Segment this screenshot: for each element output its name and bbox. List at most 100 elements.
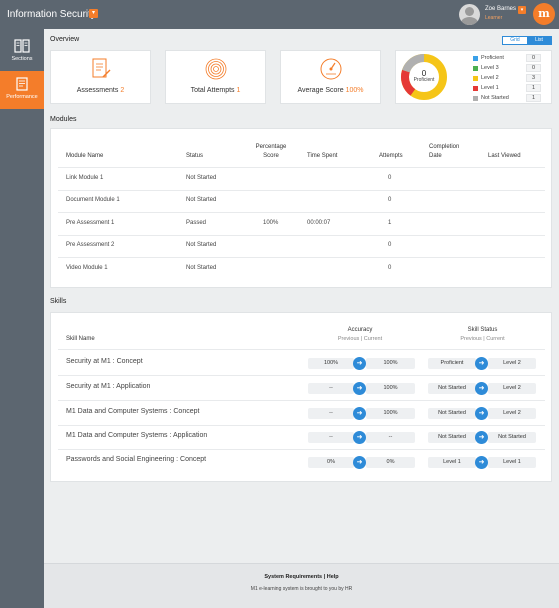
module-status: Not Started <box>186 197 217 203</box>
module-name[interactable]: Pre Assessment 1 <box>66 220 115 226</box>
donut-count: 0 <box>421 69 427 78</box>
accuracy-previous: -- <box>308 408 354 419</box>
col-attempts: Attempts <box>379 153 403 159</box>
status-previous: Not Started <box>428 383 476 394</box>
accuracy-previous: -- <box>308 383 354 394</box>
report-icon <box>16 77 28 91</box>
status-current: Level 2 <box>488 383 536 394</box>
skill-name: M1 Data and Computer Systems : Concept <box>66 408 200 415</box>
skill-name: Passwords and Social Engineering : Conce… <box>66 456 207 463</box>
arrow-right-icon: ➜ <box>353 407 366 420</box>
skill-name: M1 Data and Computer Systems : Applicati… <box>66 432 208 439</box>
donut-label: Proficient <box>413 77 435 83</box>
gauge-icon <box>320 58 341 80</box>
assessments-label: Assessments <box>76 87 119 94</box>
col-time-spent: Time Spent <box>307 153 338 159</box>
assessments-value: 2 <box>120 87 125 94</box>
arrow-right-icon: ➜ <box>475 456 488 469</box>
arrow-right-icon: ➜ <box>353 382 366 395</box>
module-status: Not Started <box>186 242 217 248</box>
view-toggle[interactable]: Grid List <box>502 36 552 45</box>
arrow-right-icon: ➜ <box>475 407 488 420</box>
accuracy-current: 100% <box>366 358 415 369</box>
sidebar-item-sections[interactable]: Sections <box>0 33 44 71</box>
col-status: Status <box>186 153 204 159</box>
company-logo: m <box>533 3 555 25</box>
arrow-right-icon: ➜ <box>475 431 488 444</box>
col-skill-status: Skill Status <box>467 327 498 333</box>
avatar[interactable] <box>459 4 480 25</box>
sidebar: Sections Performance <box>0 29 44 608</box>
module-status: Not Started <box>186 175 217 181</box>
module-status: Not Started <box>186 265 217 271</box>
col-percentage-score: Percentage Score <box>255 144 287 159</box>
skill-name: Security at M1 : Application <box>66 383 151 390</box>
arrow-right-icon: ➜ <box>353 431 366 444</box>
document-edit-icon <box>92 58 110 78</box>
accuracy-current: 100% <box>366 408 415 419</box>
status-previous: Not Started <box>428 432 476 443</box>
average-score-value: 100% <box>345 87 364 94</box>
sidebar-item-label: Sections <box>11 56 33 62</box>
sidebar-item-performance[interactable]: Performance <box>0 71 44 109</box>
skills-title: Skills <box>50 298 67 305</box>
modules-table <box>50 128 552 288</box>
skills-table <box>50 312 552 482</box>
arrow-right-icon: ➜ <box>475 382 488 395</box>
sidebar-item-label: Performance <box>6 94 38 100</box>
module-attempts: 0 <box>388 242 392 248</box>
col-module-name: Module Name <box>66 153 104 159</box>
user-name: Zoe Barnes <box>485 6 517 12</box>
col-completion-date: Completion Date <box>429 144 460 159</box>
user-menu-button[interactable]: ▾ <box>518 6 526 14</box>
skill-status-subheader: Previous | Current <box>460 336 505 342</box>
course-dropdown-button[interactable]: ▾ <box>89 9 98 18</box>
arrow-right-icon: ➜ <box>353 357 366 370</box>
col-accuracy: Accuracy <box>347 327 373 333</box>
grid-view-button[interactable]: Grid <box>510 37 520 43</box>
arrow-right-icon: ➜ <box>353 456 366 469</box>
user-role: Learner <box>485 15 503 21</box>
col-skill-name: Skill Name <box>66 336 95 342</box>
arrow-right-icon: ➜ <box>475 357 488 370</box>
module-name[interactable]: Link Module 1 <box>66 175 104 181</box>
help-link[interactable]: Help <box>326 574 339 580</box>
skill-donut-chart <box>401 54 447 100</box>
accuracy-current: -- <box>366 432 415 443</box>
module-attempts: 0 <box>388 197 392 203</box>
book-icon <box>14 39 30 53</box>
status-previous: Proficient <box>428 358 476 369</box>
average-score-card: Average Score 100% <box>280 50 381 104</box>
status-current: Level 2 <box>488 408 536 419</box>
accuracy-subheader: Previous | Current <box>337 336 383 342</box>
donut-segment-not-started <box>401 54 447 100</box>
attempts-label: Total Attempts <box>190 87 235 94</box>
status-current: Not Started <box>488 432 536 443</box>
module-time-spent: 00:00:07 <box>307 220 331 226</box>
module-status: Passed <box>186 220 207 226</box>
accuracy-previous: -- <box>308 432 354 443</box>
list-view-button[interactable]: List <box>527 37 551 44</box>
module-percentage: 100% <box>263 220 279 226</box>
skill-name: Security at M1 : Concept <box>66 358 143 365</box>
footer-copyright: M1 e-learning system is brought to you b… <box>250 586 353 592</box>
footer-separator: | <box>323 574 326 580</box>
accuracy-current: 0% <box>366 457 415 468</box>
footer: System Requirements | Help M1 e-learning… <box>44 563 559 608</box>
overview-title: Overview <box>50 36 80 43</box>
module-name[interactable]: Pre Assessment 2 <box>66 242 115 248</box>
module-name[interactable]: Video Module 1 <box>66 265 108 271</box>
module-attempts: 1 <box>388 220 392 226</box>
average-score-label: Average Score <box>297 87 344 94</box>
status-current: Level 1 <box>488 457 536 468</box>
status-current: Level 2 <box>488 358 536 369</box>
module-name[interactable]: Document Module 1 <box>66 197 120 203</box>
status-previous: Not Started <box>428 408 476 419</box>
accuracy-previous: 0% <box>308 457 354 468</box>
modules-title: Modules <box>50 116 77 123</box>
attempts-card: Total Attempts 1 <box>165 50 266 104</box>
attempts-value: 1 <box>236 87 241 94</box>
accuracy-previous: 100% <box>308 358 354 369</box>
accuracy-current: 100% <box>366 383 415 394</box>
system-requirements-link[interactable]: System Requirements <box>264 574 323 580</box>
